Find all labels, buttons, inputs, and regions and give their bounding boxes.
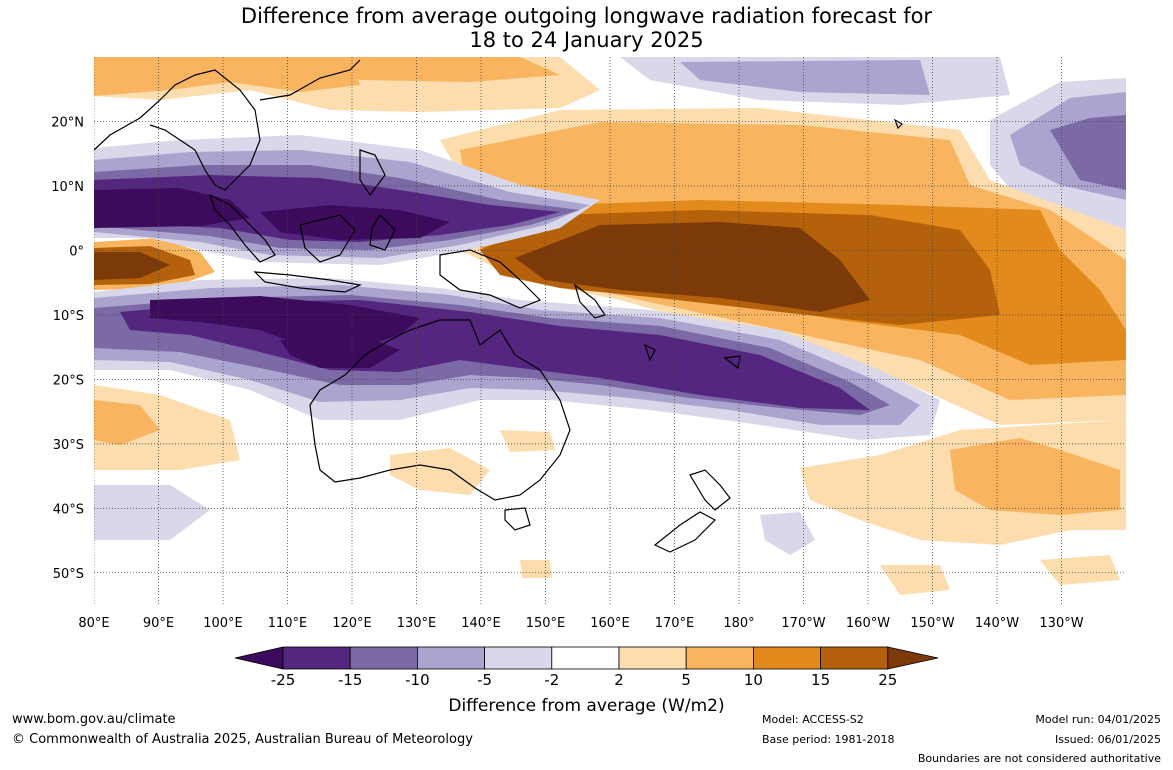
latitude-tick-label: 50°S <box>53 567 84 582</box>
colorbar-bin <box>416 646 485 670</box>
latitude-labels: 20°N 10°N 0° 10°S 20°S 30°S 40°S 50°S <box>51 115 84 581</box>
longitude-tick-label: 120°E <box>332 616 372 631</box>
longitude-tick-label: 130°E <box>397 616 437 631</box>
anomaly-region <box>390 448 490 495</box>
colorbar-tick-label: 10 <box>743 671 763 689</box>
anomaly-region <box>94 57 360 96</box>
title-line-1: Difference from average outgoing longwav… <box>240 4 933 28</box>
anomaly-region <box>94 252 170 280</box>
colorbar-tick-label: 5 <box>681 671 691 689</box>
latitude-tick-label: 20°N <box>51 115 84 130</box>
colorbar-tick-label: -25 <box>270 671 296 689</box>
colorbar-tick-label: -2 <box>544 671 560 689</box>
longitude-tick-label: 140°E <box>461 616 501 631</box>
latitude-tick-label: 10°N <box>51 180 84 195</box>
colorbar-tick-label: 25 <box>878 671 898 689</box>
anomaly-region <box>300 57 560 82</box>
longitude-tick-label: 130°W <box>1039 616 1083 631</box>
anomaly-region <box>680 60 930 95</box>
longitude-tick-label: 160°W <box>846 616 890 631</box>
colorbar-tick-label: 15 <box>811 671 831 689</box>
anomaly-region <box>760 512 815 555</box>
anomaly-region <box>94 485 210 540</box>
colorbar <box>234 646 939 670</box>
anomaly-region <box>950 438 1120 515</box>
latitude-tick-label: 0° <box>69 244 84 259</box>
colorbar-tick-label: 2 <box>614 671 624 689</box>
anomaly-field <box>94 57 1126 605</box>
colorbar-bin <box>685 646 754 670</box>
latitude-tick-label: 30°S <box>53 438 84 453</box>
colorbar-bin <box>484 646 553 670</box>
longitude-tick-label: 150°W <box>910 616 954 631</box>
longitude-tick-label: 140°W <box>975 616 1019 631</box>
latitude-tick-label: 40°S <box>53 502 84 517</box>
anomaly-region <box>515 222 870 312</box>
longitude-tick-label: 100°E <box>203 616 243 631</box>
anomaly-region <box>520 560 552 578</box>
gridlines <box>94 57 1126 605</box>
colorbar-bin <box>753 646 822 670</box>
colorbar-extend-max <box>887 646 939 670</box>
longitude-tick-label: 150°E <box>526 616 566 631</box>
anomaly-region <box>260 205 450 240</box>
colorbar-bin <box>618 646 687 670</box>
footer-copyright: © Commonwealth of Australia 2025, Austra… <box>12 732 473 747</box>
colorbar-extend-min <box>234 646 284 670</box>
longitude-tick-label: 170°W <box>781 616 825 631</box>
anomaly-region <box>880 565 950 595</box>
longitude-tick-label: 180° <box>723 616 754 631</box>
longitude-tick-label: 110°E <box>268 616 308 631</box>
chart-title: Difference from average outgoing longwav… <box>0 4 1173 52</box>
footer-model: Model: ACCESS-S2 <box>762 713 864 726</box>
footer-issued: Issued: 06/01/2025 <box>1054 733 1161 746</box>
footer-url[interactable]: www.bom.gov.au/climate <box>12 712 176 727</box>
footer-model-run: Model run: 04/01/2025 <box>1035 713 1161 726</box>
latitude-tick-label: 20°S <box>53 373 84 388</box>
coastlines <box>94 59 903 553</box>
longitude-tick-label: 160°E <box>590 616 630 631</box>
colorbar-bin <box>282 646 351 670</box>
latitude-tick-label: 10°S <box>53 309 84 324</box>
colorbar-label: Difference from average (W/m2) <box>448 696 725 716</box>
anomaly-region <box>280 335 400 368</box>
footer-base-period: Base period: 1981-2018 <box>762 733 895 746</box>
colorbar-tick-label: -5 <box>477 671 493 689</box>
colorbar-bin <box>820 646 889 670</box>
longitude-tick-label: 80°E <box>78 616 109 631</box>
anomaly-region <box>1040 555 1120 585</box>
anomaly-region <box>500 430 555 452</box>
footer-disclaimer: Boundaries are not considered authoritat… <box>917 752 1161 765</box>
longitude-labels: 80°E 90°E 100°E 110°E 120°E 130°E 140°E 150°E 16… <box>78 616 1083 631</box>
anomaly-region <box>1050 115 1126 190</box>
colorbar-tick-label: -10 <box>405 671 430 689</box>
colorbar-bin <box>551 646 620 670</box>
longitude-tick-label: 170°E <box>655 616 695 631</box>
colorbar-bin <box>349 646 418 670</box>
colorbar-tick-label: -15 <box>337 671 363 689</box>
anomaly-region <box>94 400 160 445</box>
longitude-tick-label: 90°E <box>143 616 174 631</box>
title-line-2: 18 to 24 January 2025 <box>469 28 704 52</box>
